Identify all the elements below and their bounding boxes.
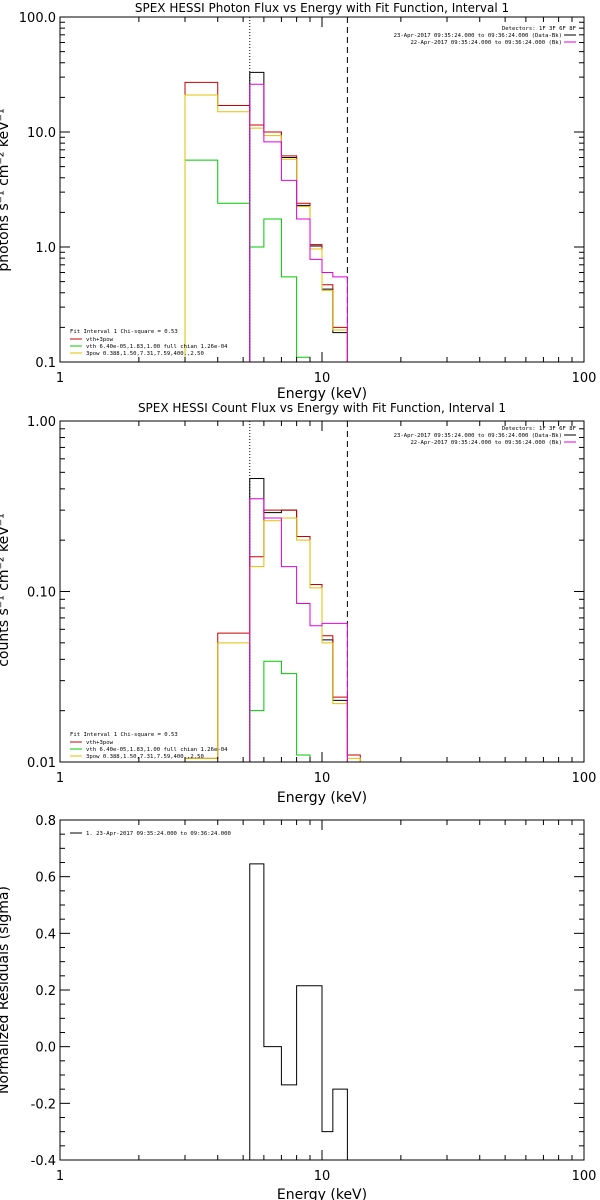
x-tick-label: 1	[56, 371, 64, 386]
series-bk	[249, 83, 348, 362]
panel3-legend: 1. 23-Apr-2017 09:35:24.000 to 09:36:24.…	[86, 831, 231, 837]
x-tick-label: 1	[56, 771, 64, 786]
y-tick-label: 0.0	[35, 1041, 56, 1056]
panel2-plot-area: 1 10 100 0.01 0.10 1.00	[27, 415, 596, 786]
panel1-fit-power: 3pow 0.388,1.50,7.31,7.59,400.,2.50	[86, 351, 204, 357]
series-vth-3pow	[184, 81, 348, 362]
series-vth	[184, 159, 311, 362]
panel2-time-label-data: 23-Apr-2017 09:35:24.000 to 09:36:24.000…	[394, 433, 562, 439]
y-tick-label: 0.10	[27, 586, 56, 601]
panel1-fit-total: vth+3pow	[86, 337, 114, 343]
y-tick-label: -0.4	[31, 1154, 56, 1169]
x-tick-label: 100	[572, 1169, 597, 1184]
y-tick-label: 0.4	[35, 927, 56, 942]
series-vth	[249, 660, 311, 762]
x-tick-label: 10	[314, 371, 331, 386]
panel1-title: SPEX HESSI Photon Flux vs Energy with Fi…	[135, 1, 509, 15]
panel3-ylabel: Normalized Residuals (sigma)	[0, 886, 12, 1094]
panel2-ylabel: counts s⁻¹ cm⁻² keV⁻¹	[0, 513, 12, 667]
panel2-fit-thermal: vth 6.40e-05,1.83,1.00 full chian 1.26e-…	[86, 747, 228, 753]
panel1-time-label-data: 23-Apr-2017 09:35:24.000 to 09:36:24.000…	[394, 33, 562, 39]
panel2-fit-total: vth+3pow	[86, 740, 114, 746]
y-tick-label: 10.0	[27, 126, 56, 141]
y-tick-label: 1.00	[27, 415, 56, 430]
panel2-time-label-bk: 22-Apr-2017 09:35:24.000 to 09:36:24.000…	[410, 440, 562, 446]
panel1-fit-thermal: vth 6.40e-05,1.83,1.00 full chian 1.26e-…	[86, 344, 228, 350]
panel3-xlabel: Energy (keV)	[277, 1187, 367, 1200]
x-tick-label: 10	[314, 771, 331, 786]
panel1-time-label-bk: 22-Apr-2017 09:35:24.000 to 09:36:24.000…	[410, 40, 562, 46]
y-tick-label: 0.01	[27, 756, 56, 771]
panel2-fit-power: 3pow 0.388,1.50,7.31,7.59,400.,2.50	[86, 754, 204, 760]
panel2-title: SPEX HESSI Count Flux vs Energy with Fit…	[138, 401, 506, 415]
x-tick-label: 100	[572, 371, 597, 386]
x-tick-label: 100	[572, 771, 597, 786]
panel1-ylabel: photons s⁻¹ cm⁻² keV⁻¹	[0, 108, 12, 271]
panel1-xlabel: Energy (keV)	[277, 386, 367, 402]
panel2-detectors: Detectors: 1F 3F 6F 8F	[502, 426, 577, 432]
panel1-plot-area: 1 10 100 0.1 1.0 10.0 100.0	[19, 11, 597, 386]
series-bk	[249, 498, 348, 762]
series-3pow	[184, 94, 348, 362]
y-tick-label: 100.0	[19, 11, 56, 26]
panel1-fit-interval: Fit Interval 1 Chi-square = 0.53	[70, 329, 178, 335]
y-tick-label: 1.0	[35, 241, 56, 256]
x-tick-label: 1	[56, 1169, 64, 1184]
panel2-xlabel: Energy (keV)	[277, 790, 367, 806]
series-1-23-apr-2017-09-35-24-000-to-09-36-24-000	[249, 863, 348, 1160]
panel3-plot-area: 1 10 100 -0.4 -0.2 0.0 0.2 0.4 0.6 0.8	[31, 814, 597, 1184]
panel-photon-flux: SPEX HESSI Photon Flux vs Energy with Fi…	[0, 1, 596, 402]
panel-residuals: 1 10 100 -0.4 -0.2 0.0 0.2 0.4 0.6 0.8 Energy (ke…	[0, 814, 596, 1200]
y-tick-label: 0.8	[35, 814, 56, 829]
y-tick-label: 0.1	[35, 356, 56, 371]
y-tick-label: 0.6	[35, 871, 56, 886]
series-vth-3pow	[184, 509, 361, 762]
x-tick-label: 10	[314, 1169, 331, 1184]
panel1-detectors: Detectors: 1F 3F 6F 8F	[502, 26, 577, 32]
series-3pow	[184, 517, 361, 762]
y-tick-label: 0.2	[35, 984, 56, 999]
y-tick-label: -0.2	[31, 1097, 56, 1112]
panel-count-flux: SPEX HESSI Count Flux vs Energy with Fit…	[0, 401, 596, 806]
panel2-fit-interval: Fit Interval 1 Chi-square = 0.53	[70, 732, 178, 738]
panel1-frame	[59, 16, 585, 363]
